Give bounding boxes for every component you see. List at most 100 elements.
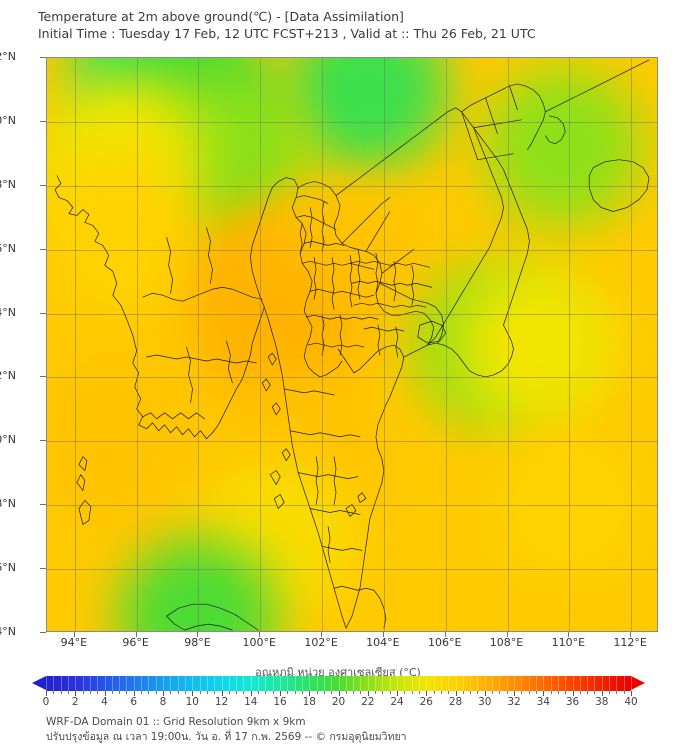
coastline-and-borders-overlay [54, 59, 650, 631]
colorbar-tick [228, 691, 230, 694]
latitude-tick-label: 14°N [0, 305, 16, 319]
colorbar-tick [345, 691, 347, 694]
colorbar-tick [272, 691, 274, 694]
colorbar-tick [543, 691, 545, 696]
latitude-tick-label: 16°N [0, 241, 16, 255]
colorbar-tick-label: 36 [565, 696, 580, 708]
colorbar-tick [126, 691, 128, 694]
colorbar-tick-label: 26 [419, 696, 433, 708]
colorbar-tick-label: 6 [130, 696, 138, 708]
colorbar-tick [631, 691, 632, 696]
colorbar-tick [433, 691, 435, 694]
colorbar-tick [46, 691, 47, 696]
colorbar-tick [221, 691, 223, 696]
latitude-tick-label: 6°N [0, 561, 16, 575]
longitude-tick-label: 104°E [366, 636, 400, 649]
colorbar[interactable]: 0 2 4 6 8 10 12 14 16 18 20 22 24 26 28 30 32 34 36 38 40 [32, 676, 645, 708]
colorbar-tick-label: 24 [390, 696, 404, 708]
latitude-tick-label: 10°N [0, 433, 16, 447]
latitude-tick-mark [40, 57, 46, 58]
latitude-tick-label: 12°N [0, 369, 16, 383]
longitude-tick-mark [630, 632, 632, 637]
longitude-tick-mark [321, 632, 323, 637]
latitude-tick-mark [40, 440, 46, 442]
colorbar-tick [397, 691, 398, 696]
colorbar-tick [521, 691, 523, 694]
map-plot-area[interactable] [46, 57, 658, 632]
colorbar-tick-label: 34 [536, 696, 550, 708]
colorbar-tick [528, 691, 530, 694]
colorbar-band-separators [46, 676, 632, 691]
colorbar-tick [60, 691, 62, 694]
colorbar-tick [199, 691, 201, 694]
colorbar-tick [550, 691, 552, 694]
colorbar-tick [572, 691, 574, 696]
colorbar-tick-label: 14 [244, 696, 258, 708]
longitude-tick-mark [506, 632, 508, 637]
colorbar-tick [338, 691, 340, 696]
longitude-tick-label: 112°E [613, 636, 647, 649]
longitude-tick-mark [382, 632, 384, 637]
latitude-tick-label: 18°N [0, 177, 16, 191]
colorbar-tick-label: 18 [302, 696, 316, 708]
longitude-tick-label: 100°E [242, 636, 276, 649]
footer-credit-line: ปรับปรุงข้อมูล ณ เวลา 19:00น. วัน อ. ที่… [46, 731, 407, 743]
colorbar-tick-label: 4 [101, 696, 108, 708]
colorbar-tick [206, 691, 208, 694]
colorbar-tick [133, 691, 135, 696]
colorbar-tick [455, 691, 457, 696]
chart-header: Temperature at 2m above ground(℃) - [Dat… [38, 8, 658, 42]
colorbar-tick [499, 691, 501, 694]
colorbar-tick [287, 691, 289, 694]
latitude-tick-mark [40, 312, 46, 314]
colorbar-tick [148, 691, 150, 694]
colorbar-tick [418, 691, 420, 694]
colorbar-tick [565, 691, 567, 694]
colorbar-tick [514, 691, 515, 696]
colorbar-tick-label: 0 [42, 696, 50, 708]
colorbar-tick [389, 691, 391, 694]
longitude-tick-mark [197, 632, 199, 637]
colorbar-tick [492, 691, 494, 694]
colorbar-tick [177, 691, 179, 694]
longitude-tick-label: 108°E [489, 636, 524, 649]
colorbar-tick [484, 691, 486, 696]
colorbar-tick [404, 691, 406, 694]
colorbar-tick [535, 691, 537, 694]
colorbar-tick [601, 691, 603, 696]
temperature-field [47, 58, 657, 631]
latitude-tick-label: 4°N [0, 625, 16, 638]
chart-title: Temperature at 2m above ground(℃) - [Dat… [38, 9, 404, 24]
colorbar-tick [506, 691, 508, 694]
colorbar-tick [75, 691, 77, 696]
colorbar-tick [192, 691, 194, 696]
colorbar-tick [280, 691, 281, 696]
colorbar-low-arrow-icon [32, 676, 46, 690]
colorbar-tick [375, 691, 377, 694]
longitude-tick-label: 102°E [304, 636, 338, 649]
colorbar-tick [462, 691, 464, 694]
colorbar-tick [623, 691, 625, 694]
colorbar-title: อุณหภูมิ หน่วย องศาเซลเซียส (°C) [255, 666, 421, 679]
colorbar-tick-label: 10 [185, 696, 199, 708]
colorbar-tick-label: 20 [331, 696, 346, 708]
colorbar-tick [316, 691, 318, 694]
temperature-region [464, 400, 657, 611]
longitude-tick-label: 98°E [184, 636, 211, 649]
longitude-tick-mark [259, 632, 261, 637]
colorbar-tick [250, 691, 252, 696]
colorbar-tick [184, 691, 186, 694]
colorbar-tick [163, 691, 164, 696]
colorbar-tick [477, 691, 479, 694]
longitude-tick-label: 106°E [427, 636, 462, 649]
latitude-tick-label: 20°N [0, 113, 16, 127]
colorbar-tick [111, 691, 113, 694]
colorbar-tick-label: 28 [448, 696, 463, 708]
colorbar-tick-label: 22 [361, 696, 375, 708]
colorbar-tick [309, 691, 311, 696]
longitude-tick-mark [135, 632, 137, 637]
latitude-tick-mark [40, 120, 46, 122]
colorbar-tick [294, 691, 296, 694]
colorbar-tick [141, 691, 143, 694]
colorbar-tick [323, 691, 325, 694]
